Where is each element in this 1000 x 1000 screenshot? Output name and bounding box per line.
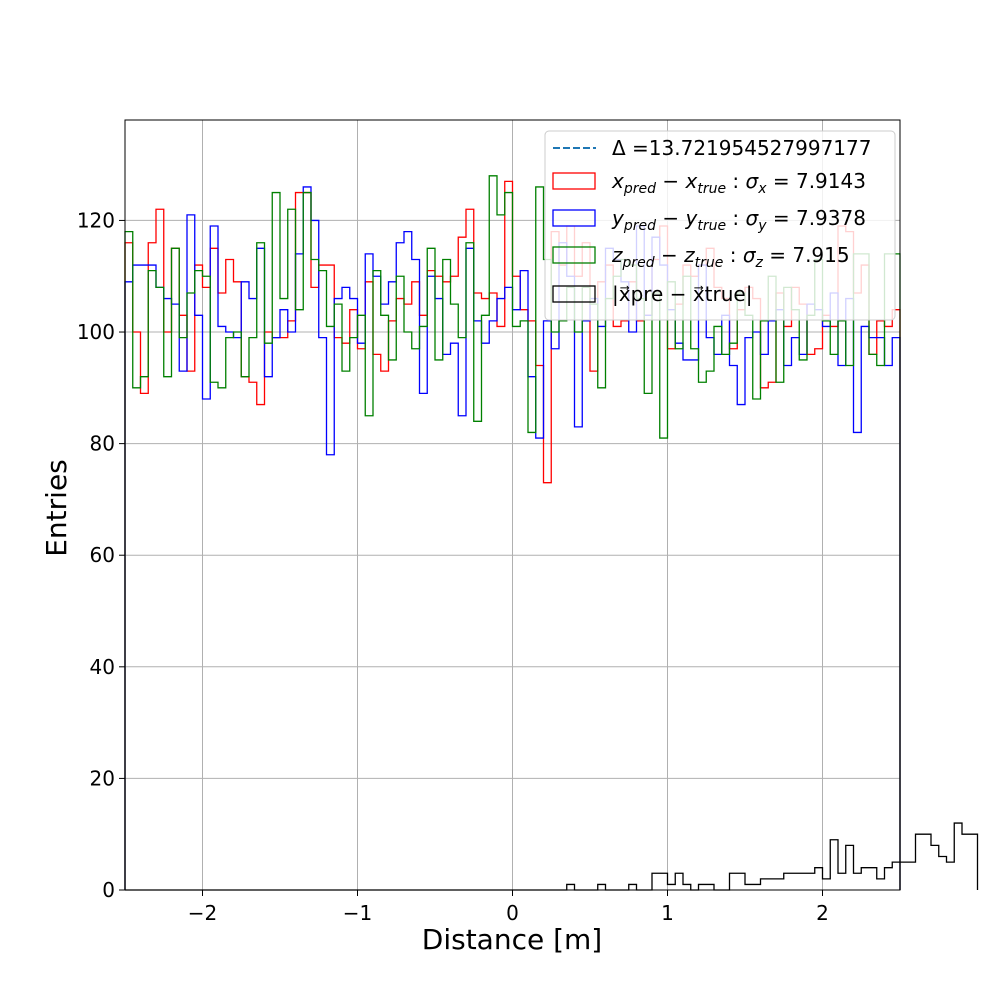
legend-label-y: ypred − ytrue : σy = 7.9378 — [611, 206, 866, 234]
legend-label-delta: Δ =13.721954527997177 — [612, 136, 871, 160]
legend-label-z: zpred − ztrue : σz = 7.915 — [611, 243, 850, 271]
x-tick-label: 2 — [816, 901, 829, 925]
legend-handle-x — [552, 172, 596, 190]
y-tick-label: 80 — [90, 432, 115, 456]
y-tick-label: 120 — [77, 208, 115, 232]
y-tick-label: 20 — [90, 766, 115, 790]
y-tick-label: 0 — [102, 878, 115, 902]
legend-label-x: xpred − xtrue : σx = 7.9143 — [611, 169, 866, 197]
x-tick-label: −2 — [188, 901, 217, 925]
y-tick-label: 100 — [77, 320, 115, 344]
x-tick-label: 1 — [661, 901, 674, 925]
legend-handle-z — [552, 246, 596, 264]
legend-handle-y — [552, 209, 596, 227]
legend: Δ =13.721954527997177 xpred − xtrue : σx … — [544, 130, 896, 321]
y-tick-label: 40 — [90, 655, 115, 679]
x-tick-label: 0 — [506, 901, 519, 925]
legend-label-abs: |x⃗pre − x⃗true| — [612, 282, 752, 306]
x-axis-label: Distance [m] — [422, 923, 602, 956]
y-axis-label: Entries — [40, 459, 73, 557]
y-tick-label: 60 — [90, 543, 115, 567]
series-z-step — [124, 175, 901, 890]
legend-frame — [544, 130, 896, 321]
x-tick-label: −1 — [343, 901, 372, 925]
legend-handle-abs — [552, 285, 596, 303]
